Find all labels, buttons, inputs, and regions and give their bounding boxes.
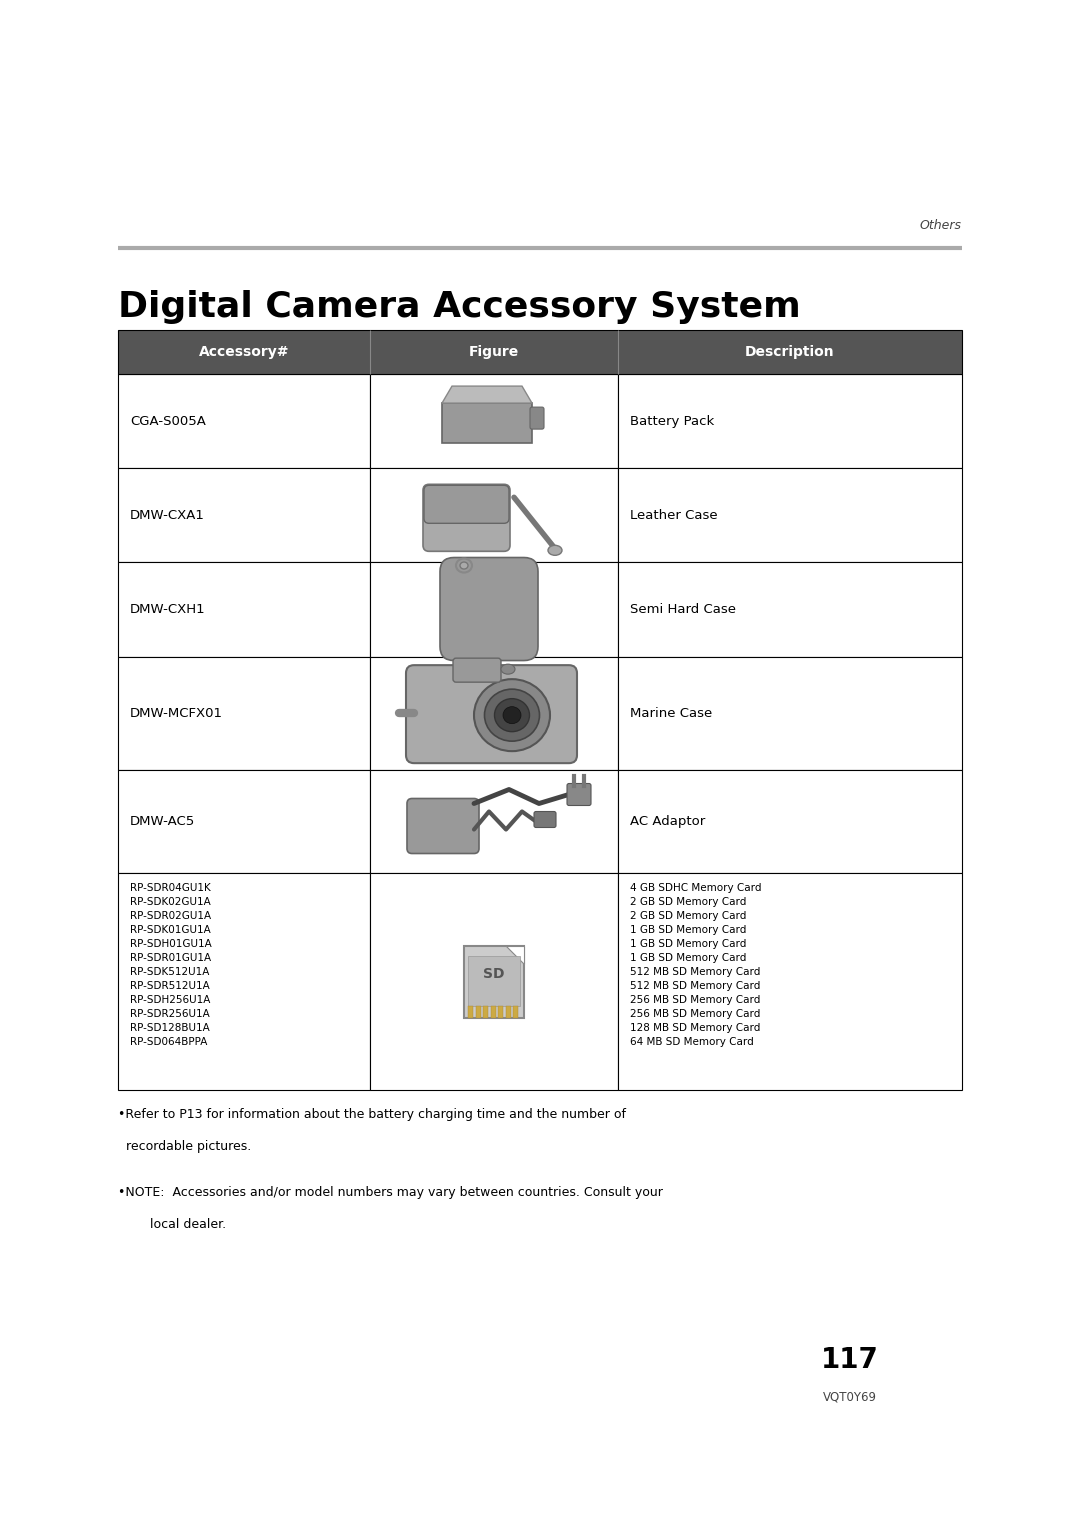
FancyBboxPatch shape xyxy=(498,1006,503,1018)
FancyBboxPatch shape xyxy=(406,665,577,763)
FancyBboxPatch shape xyxy=(370,374,618,468)
Polygon shape xyxy=(442,386,532,403)
FancyBboxPatch shape xyxy=(567,783,591,806)
FancyBboxPatch shape xyxy=(618,656,962,769)
Text: Accessory#: Accessory# xyxy=(199,345,289,359)
FancyBboxPatch shape xyxy=(468,1006,473,1018)
Text: •NOTE:  Accessories and/or model numbers may vary between countries. Consult you: •NOTE: Accessories and/or model numbers … xyxy=(118,1186,663,1199)
Ellipse shape xyxy=(474,679,550,751)
Text: CGA-S005A: CGA-S005A xyxy=(130,415,206,427)
FancyBboxPatch shape xyxy=(118,563,370,656)
FancyBboxPatch shape xyxy=(370,656,618,769)
Text: Marine Case: Marine Case xyxy=(630,707,712,720)
Text: Figure: Figure xyxy=(469,345,519,359)
Polygon shape xyxy=(507,946,524,963)
Text: Others: Others xyxy=(920,220,962,232)
FancyBboxPatch shape xyxy=(118,330,962,374)
FancyBboxPatch shape xyxy=(475,1006,481,1018)
FancyBboxPatch shape xyxy=(468,955,519,1006)
FancyBboxPatch shape xyxy=(370,769,618,873)
Text: RP-SDR04GU1K
RP-SDK02GU1A
RP-SDR02GU1A
RP-SDK01GU1A
RP-SDH01GU1A
RP-SDR01GU1A
RP: RP-SDR04GU1K RP-SDK02GU1A RP-SDR02GU1A R… xyxy=(130,884,212,1047)
Text: recordable pictures.: recordable pictures. xyxy=(118,1140,252,1154)
FancyBboxPatch shape xyxy=(424,485,509,523)
Text: local dealer.: local dealer. xyxy=(118,1218,226,1231)
FancyBboxPatch shape xyxy=(370,873,618,1090)
FancyBboxPatch shape xyxy=(618,374,962,468)
Text: Description: Description xyxy=(745,345,835,359)
FancyBboxPatch shape xyxy=(483,1006,488,1018)
FancyBboxPatch shape xyxy=(118,468,370,563)
FancyBboxPatch shape xyxy=(407,798,480,853)
FancyBboxPatch shape xyxy=(370,563,618,656)
Ellipse shape xyxy=(548,545,562,555)
Ellipse shape xyxy=(495,699,529,731)
Text: Semi Hard Case: Semi Hard Case xyxy=(630,603,735,617)
Text: SD: SD xyxy=(483,966,504,981)
FancyBboxPatch shape xyxy=(118,656,370,769)
FancyBboxPatch shape xyxy=(618,873,962,1090)
FancyBboxPatch shape xyxy=(370,468,618,563)
Text: 117: 117 xyxy=(821,1346,879,1373)
FancyBboxPatch shape xyxy=(618,468,962,563)
FancyBboxPatch shape xyxy=(118,873,370,1090)
Text: DMW-CXA1: DMW-CXA1 xyxy=(130,508,205,522)
FancyBboxPatch shape xyxy=(534,812,556,827)
Text: AC Adaptor: AC Adaptor xyxy=(630,815,705,829)
Text: DMW-AC5: DMW-AC5 xyxy=(130,815,195,829)
Polygon shape xyxy=(442,403,532,443)
Ellipse shape xyxy=(501,664,515,674)
Text: Digital Camera Accessory System: Digital Camera Accessory System xyxy=(118,290,800,324)
FancyBboxPatch shape xyxy=(453,658,501,682)
FancyBboxPatch shape xyxy=(440,557,538,661)
FancyBboxPatch shape xyxy=(530,407,544,429)
FancyBboxPatch shape xyxy=(118,769,370,873)
FancyBboxPatch shape xyxy=(464,946,524,1018)
FancyBboxPatch shape xyxy=(505,1006,511,1018)
Ellipse shape xyxy=(460,562,468,569)
Text: Battery Pack: Battery Pack xyxy=(630,415,714,427)
FancyBboxPatch shape xyxy=(423,484,510,551)
Text: VQT0Y69: VQT0Y69 xyxy=(823,1390,877,1402)
FancyBboxPatch shape xyxy=(490,1006,496,1018)
Ellipse shape xyxy=(503,707,521,723)
Text: 4 GB SDHC Memory Card
2 GB SD Memory Card
2 GB SD Memory Card
1 GB SD Memory Car: 4 GB SDHC Memory Card 2 GB SD Memory Car… xyxy=(630,884,761,1047)
FancyBboxPatch shape xyxy=(618,563,962,656)
Ellipse shape xyxy=(485,690,540,742)
FancyBboxPatch shape xyxy=(513,1006,518,1018)
Text: DMW-CXH1: DMW-CXH1 xyxy=(130,603,205,617)
Text: Leather Case: Leather Case xyxy=(630,508,717,522)
Text: DMW-MCFX01: DMW-MCFX01 xyxy=(130,707,222,720)
FancyBboxPatch shape xyxy=(118,374,370,468)
Text: •Refer to P13 for information about the battery charging time and the number of: •Refer to P13 for information about the … xyxy=(118,1108,626,1122)
FancyBboxPatch shape xyxy=(618,769,962,873)
